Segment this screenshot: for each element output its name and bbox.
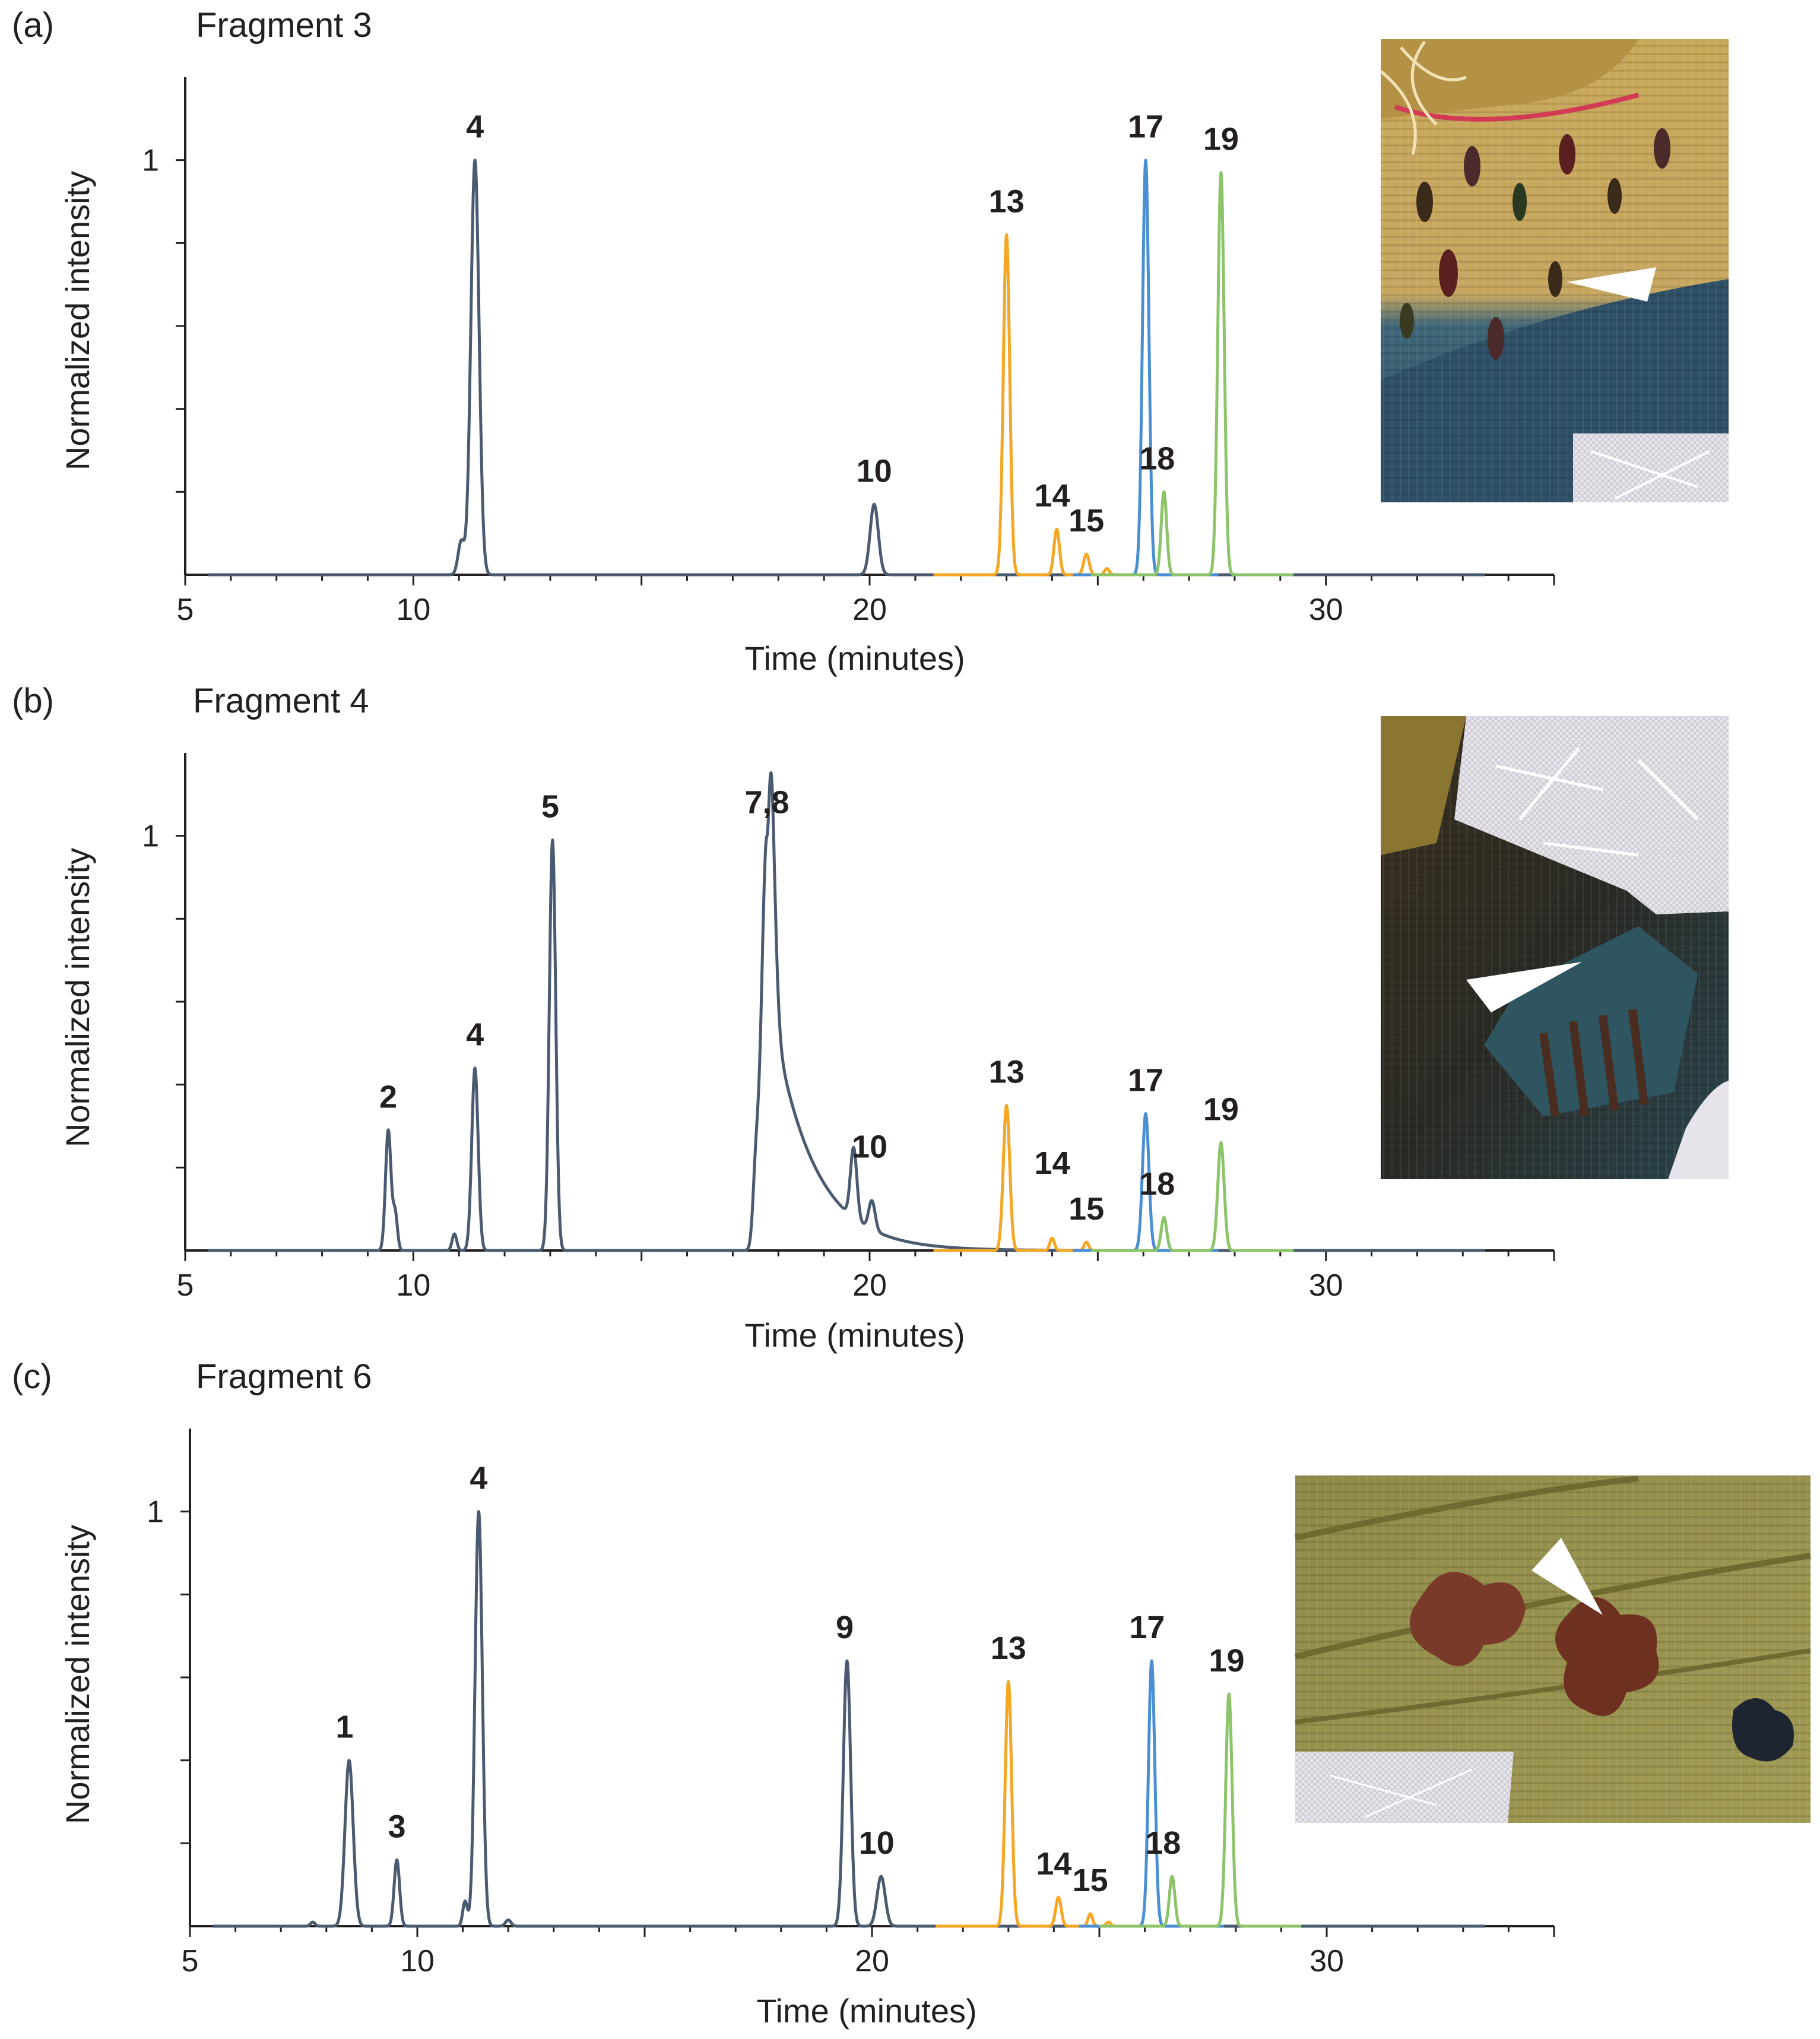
series-line-green	[1090, 1141, 1295, 1252]
panel-b: (b) Fragment 4 Normalized intensity Time…	[12, 682, 1729, 1354]
series-line-gray	[207, 771, 1486, 1252]
x-tick-label: 10	[396, 593, 430, 627]
peak-label: 15	[1068, 1191, 1104, 1227]
y-axis-title: Normalized intensity	[59, 848, 96, 1147]
peak-label: 14	[1034, 1145, 1070, 1181]
y-tick-label: 1	[147, 1495, 164, 1530]
peak-label: 4	[466, 1017, 484, 1053]
peak-label: 19	[1203, 1091, 1239, 1127]
x-tick-label: 5	[177, 593, 194, 627]
peak-label: 19	[1209, 1643, 1244, 1679]
x-tick-label: 20	[852, 1268, 887, 1303]
series-line-gray	[207, 159, 1486, 577]
peak-label: 4	[470, 1461, 487, 1496]
panel-label: (c)	[12, 1357, 52, 1396]
x-axis-title: Time (minutes)	[756, 1992, 976, 2029]
x-tick-label: 30	[1309, 593, 1343, 627]
peak-label: 9	[836, 1610, 854, 1645]
x-tick-label: 5	[182, 1944, 199, 1978]
x-axis-title: Time (minutes)	[744, 1316, 965, 1354]
y-axis-title: Normalized intensity	[59, 171, 96, 470]
x-tick-label: 30	[1309, 1268, 1343, 1303]
x-axis-title: Time (minutes)	[744, 639, 965, 677]
panel-title: Fragment 6	[196, 1357, 372, 1396]
traces	[211, 1510, 1487, 1928]
peak-label: 4	[466, 109, 484, 145]
series-line-gray	[211, 1510, 1487, 1928]
panel-a: (a) Fragment 3 Normalized intensity Time…	[12, 6, 1729, 677]
peak-label: 10	[857, 453, 892, 489]
peak-label: 13	[989, 1055, 1025, 1090]
x-tick-label: 30	[1309, 1944, 1344, 1978]
traces	[207, 159, 1486, 577]
peak-label: 7,8	[745, 785, 789, 821]
peak-labels: 2 4 5 7,8 10 13 14 15 17 18 19	[379, 785, 1239, 1227]
peak-label: 3	[388, 1809, 406, 1844]
panel-label: (b)	[12, 682, 54, 720]
traces	[207, 771, 1486, 1252]
x-tick-label: 10	[400, 1944, 435, 1978]
peak-label: 18	[1145, 1825, 1181, 1861]
peak-label: 1	[335, 1709, 353, 1745]
peak-label: 17	[1128, 1063, 1163, 1098]
y-axis-title: Normalized intensity	[59, 1525, 96, 1824]
x-tick-label: 10	[396, 1268, 430, 1303]
peak-label: 15	[1073, 1863, 1108, 1898]
sample-photo-b	[1381, 716, 1729, 1179]
peak-label: 10	[852, 1129, 887, 1164]
panel-label: (a)	[12, 6, 54, 45]
series-line-green	[1098, 1692, 1302, 1928]
peak-label: 5	[541, 789, 559, 825]
y-tick-label: 1	[142, 819, 159, 854]
peak-label: 13	[991, 1630, 1026, 1666]
peak-label: 14	[1034, 478, 1070, 514]
panel-c: (c) Fragment 6 Normalized intensity Time…	[12, 1357, 1811, 2029]
series-line-green	[1090, 171, 1295, 577]
sample-photo-a	[1380, 39, 1729, 502]
y-tick-label: 1	[142, 144, 159, 178]
x-tick-label: 20	[852, 593, 887, 627]
x-tick-label: 5	[177, 1268, 194, 1303]
arrow-pointer-icon	[1466, 962, 1582, 1012]
arrow-pointer-icon	[1532, 1538, 1603, 1615]
peak-label: 14	[1036, 1846, 1071, 1882]
peak-label: 15	[1068, 503, 1104, 539]
peak-label: 10	[859, 1825, 895, 1861]
peak-label: 13	[989, 183, 1025, 219]
sample-photo-c	[1294, 1476, 1811, 1823]
panel-title: Fragment 4	[193, 682, 369, 720]
axes: 5 10 20 30 1	[142, 753, 1555, 1303]
peak-label: 2	[379, 1079, 397, 1115]
arrow-pointer-icon	[1567, 267, 1656, 302]
peak-label: 18	[1139, 441, 1175, 476]
peak-label: 19	[1203, 122, 1239, 157]
peak-label: 18	[1139, 1166, 1175, 1202]
axes: 5 10 20 30 1	[142, 77, 1555, 627]
panel-title: Fragment 3	[196, 6, 372, 45]
peak-label: 17	[1129, 1610, 1165, 1645]
peak-label: 17	[1128, 109, 1163, 145]
x-tick-label: 20	[855, 1944, 889, 1978]
